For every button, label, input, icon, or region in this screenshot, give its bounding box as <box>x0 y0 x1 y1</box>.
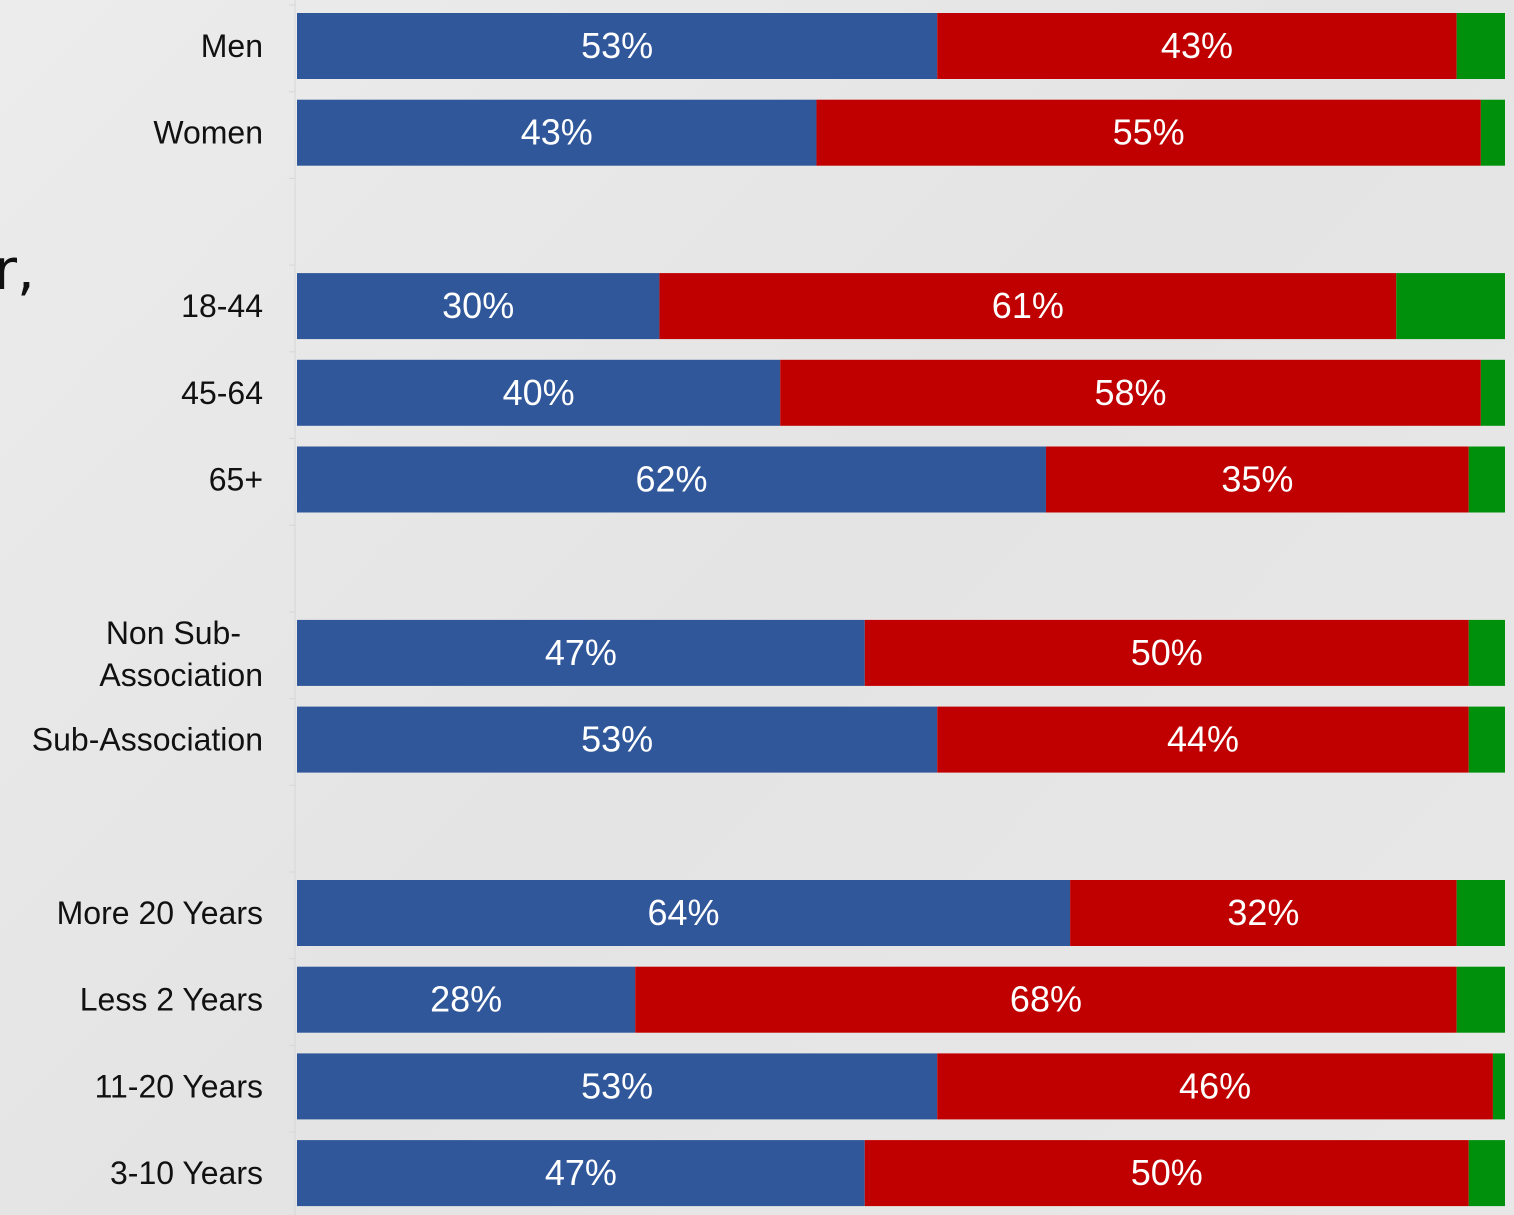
bar-segment-series-2 <box>864 619 1469 686</box>
bar-segment-series-3 <box>1468 446 1505 513</box>
bar-segment-series-3 <box>1456 880 1505 946</box>
bar-segment-series-1 <box>297 273 660 340</box>
bar-segment-series-1 <box>297 966 636 1033</box>
bar-segment-series-2 <box>1045 446 1469 513</box>
data-label: 62% <box>635 459 707 500</box>
category-label: More 20 Years <box>57 895 263 931</box>
category-label: Sub-Association <box>32 722 263 758</box>
bar-segment-series-3 <box>1456 13 1505 79</box>
bar-segment-series-2 <box>659 273 1397 340</box>
bar-segment-series-3 <box>1468 706 1505 773</box>
bar-segment-series-1 <box>297 880 1071 946</box>
data-label: 43% <box>521 112 593 153</box>
category-label: 3-10 Years <box>110 1155 263 1191</box>
data-label: 50% <box>1131 632 1203 673</box>
data-label: 53% <box>581 1065 653 1106</box>
data-label: 32% <box>1227 892 1299 933</box>
bar-segment-series-1 <box>297 706 938 773</box>
bar-segment-series-2 <box>937 1053 1493 1120</box>
category-label: Less 2 Years <box>80 982 263 1018</box>
bar-segment-series-3 <box>1480 99 1505 166</box>
cut-off-title-fragment: r, <box>0 238 35 303</box>
data-label: 46% <box>1179 1065 1251 1106</box>
bar-segment-series-2 <box>937 706 1469 773</box>
data-label: 53% <box>581 25 653 66</box>
bar-segment-series-1 <box>297 1140 865 1207</box>
bar-segment-series-2 <box>1070 880 1457 946</box>
bar-segment-series-3 <box>1480 359 1505 426</box>
bar-segment-series-1 <box>297 619 865 686</box>
data-label: 47% <box>545 1152 617 1193</box>
bar-segment-series-1 <box>297 1053 938 1120</box>
bar-segment-series-2 <box>864 1140 1469 1207</box>
data-label: 28% <box>430 979 502 1020</box>
data-label: 68% <box>1010 979 1082 1020</box>
category-label: Women <box>153 115 263 151</box>
category-axis <box>289 0 296 1215</box>
category-label: Men <box>201 28 263 64</box>
category-label: 45-64 <box>181 375 263 411</box>
bar-segment-series-3 <box>1468 1140 1505 1207</box>
data-label: 44% <box>1167 719 1239 760</box>
category-label: 18-44 <box>181 288 263 324</box>
bar-segment-series-1 <box>297 446 1046 513</box>
data-label: 47% <box>545 632 617 673</box>
data-label: 40% <box>503 372 575 413</box>
category-label: 65+ <box>209 462 263 498</box>
bar-segment-series-2 <box>937 13 1457 79</box>
bar-segment-series-2 <box>780 359 1481 426</box>
data-label: 43% <box>1161 25 1233 66</box>
bar-segment-series-3 <box>1468 619 1505 686</box>
data-label: 35% <box>1221 459 1293 500</box>
bar-segment-series-1 <box>297 13 938 79</box>
category-label: Non Sub-Association <box>99 615 263 693</box>
data-label: 55% <box>1113 112 1185 153</box>
category-label: 11-20 Years <box>95 1068 263 1104</box>
bar-segment-series-2 <box>816 99 1481 166</box>
data-label: 61% <box>992 285 1064 326</box>
data-label: 50% <box>1131 1152 1203 1193</box>
bar-segment-series-2 <box>635 966 1457 1033</box>
data-label: 30% <box>442 285 514 326</box>
bar-segment-series-3 <box>1492 1053 1505 1120</box>
data-label: 53% <box>581 719 653 760</box>
data-label: 58% <box>1094 372 1166 413</box>
bar-segment-series-3 <box>1396 273 1505 340</box>
bar-segment-series-1 <box>297 359 781 426</box>
data-label: 64% <box>648 892 720 933</box>
bar-segment-series-3 <box>1456 966 1505 1033</box>
bar-segment-series-1 <box>297 99 817 166</box>
